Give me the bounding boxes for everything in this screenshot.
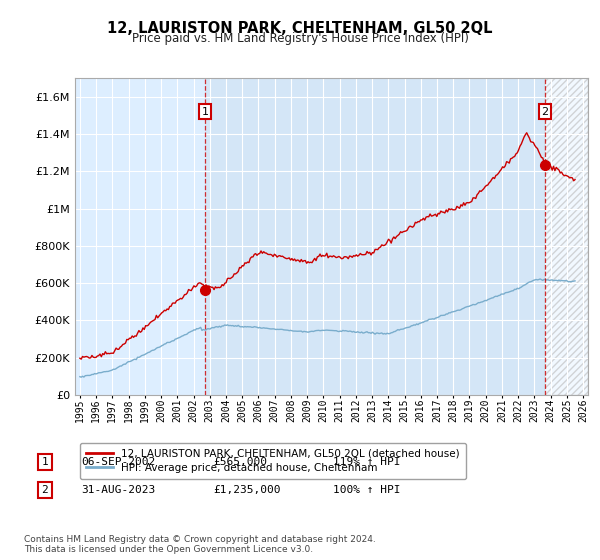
Text: 31-AUG-2023: 31-AUG-2023	[81, 485, 155, 495]
Text: 2: 2	[41, 485, 49, 495]
Legend: 12, LAURISTON PARK, CHELTENHAM, GL50 2QL (detached house), HPI: Average price, d: 12, LAURISTON PARK, CHELTENHAM, GL50 2QL…	[80, 443, 466, 479]
Text: 100% ↑ HPI: 100% ↑ HPI	[333, 485, 401, 495]
Text: £1,235,000: £1,235,000	[213, 485, 281, 495]
Bar	[545, 78, 588, 395]
Text: 12, LAURISTON PARK, CHELTENHAM, GL50 2QL: 12, LAURISTON PARK, CHELTENHAM, GL50 2QL	[107, 21, 493, 36]
Text: 1: 1	[202, 106, 209, 116]
Text: 1: 1	[41, 457, 49, 467]
Text: 119% ↑ HPI: 119% ↑ HPI	[333, 457, 401, 467]
Text: Contains HM Land Registry data © Crown copyright and database right 2024.
This d: Contains HM Land Registry data © Crown c…	[24, 535, 376, 554]
Text: £565,000: £565,000	[213, 457, 267, 467]
Text: 2: 2	[542, 106, 549, 116]
Text: Price paid vs. HM Land Registry's House Price Index (HPI): Price paid vs. HM Land Registry's House …	[131, 32, 469, 45]
Bar	[205, 78, 545, 395]
Text: 06-SEP-2002: 06-SEP-2002	[81, 457, 155, 467]
